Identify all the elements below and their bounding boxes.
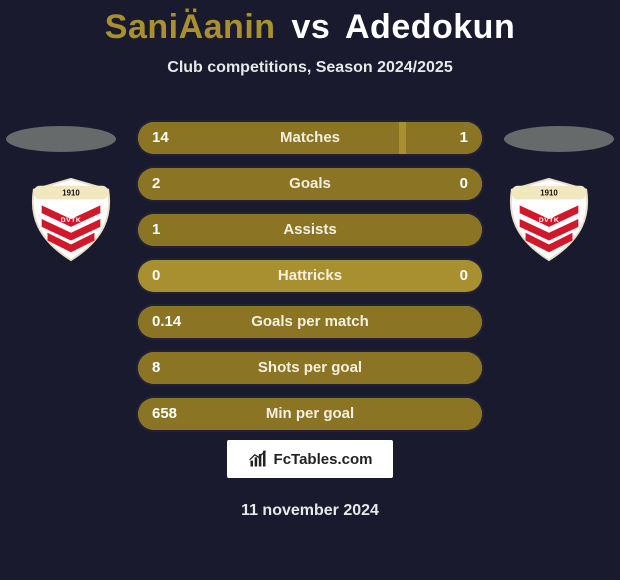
stat-label: Hattricks (138, 260, 482, 292)
crest-text: DVTK (539, 217, 560, 224)
stat-row: 20Goals (138, 168, 482, 200)
crest-year: 1910 (62, 189, 80, 198)
stat-label: Shots per goal (138, 352, 482, 384)
stat-label: Assists (138, 214, 482, 246)
stat-label: Min per goal (138, 398, 482, 430)
player1-club-crest: 1910 DVTK (22, 176, 120, 264)
stat-row: 1Assists (138, 214, 482, 246)
stat-label: Goals (138, 168, 482, 200)
comparison-title: SaniÄanin vs Adedokun (0, 0, 620, 47)
vs-text: vs (291, 8, 330, 46)
stat-row: 8Shots per goal (138, 352, 482, 384)
player1-ellipse (6, 126, 116, 152)
stat-row: 0.14Goals per match (138, 306, 482, 338)
stat-row: 141Matches (138, 122, 482, 154)
stat-label: Goals per match (138, 306, 482, 338)
crest-text: DVTK (61, 217, 82, 224)
source-brand: FcTables.com (274, 451, 373, 468)
crest-year: 1910 (540, 189, 558, 198)
date-text: 11 november 2024 (0, 502, 620, 520)
stat-row: 00Hattricks (138, 260, 482, 292)
source-logo: FcTables.com (227, 440, 393, 478)
stat-row: 658Min per goal (138, 398, 482, 430)
subtitle: Club competitions, Season 2024/2025 (0, 59, 620, 77)
player1-name: SaniÄanin (105, 8, 276, 46)
stat-label: Matches (138, 122, 482, 154)
chart-icon (248, 449, 268, 469)
player2-club-crest: 1910 DVTK (500, 176, 598, 264)
player2-name: Adedokun (345, 8, 515, 46)
stat-bars: 141Matches 20Goals 1Assists 00Hattricks 0.14… (138, 122, 482, 444)
player2-ellipse (504, 126, 614, 152)
